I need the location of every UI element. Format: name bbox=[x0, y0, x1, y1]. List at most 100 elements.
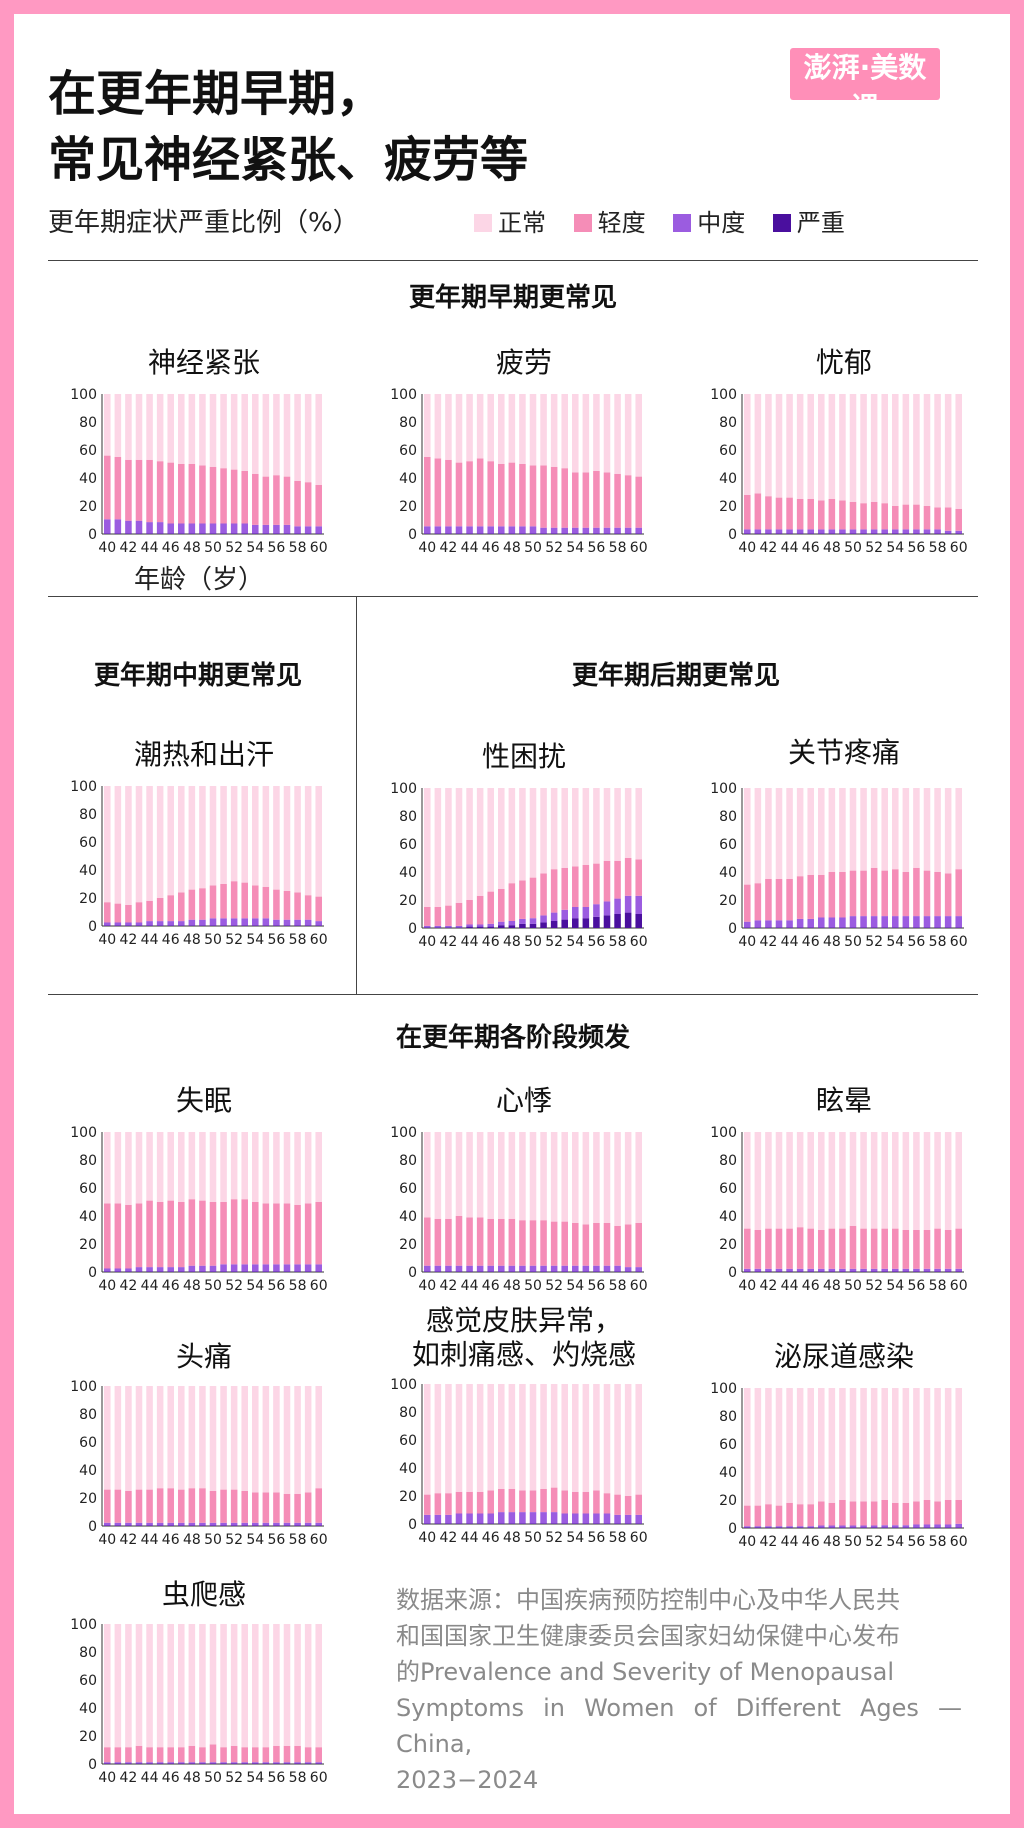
bar-mild bbox=[519, 1220, 526, 1266]
bar-mild bbox=[455, 1491, 463, 1514]
x-tick-label: 42 bbox=[120, 1770, 138, 1786]
bar-moderate bbox=[923, 1268, 931, 1272]
bar-mild bbox=[487, 1490, 494, 1514]
bar-mild bbox=[230, 1199, 238, 1265]
bar-mild bbox=[304, 1203, 312, 1265]
bar-normal bbox=[582, 788, 590, 865]
bar-moderate bbox=[828, 1268, 836, 1272]
bar-normal bbox=[849, 394, 857, 502]
bar-mild bbox=[807, 874, 814, 919]
bar-moderate bbox=[294, 919, 301, 926]
x-tick-label: 46 bbox=[482, 1278, 500, 1294]
bar-normal bbox=[445, 1132, 452, 1219]
legend-swatch bbox=[673, 214, 692, 232]
bar-normal bbox=[603, 394, 611, 473]
bar-moderate bbox=[775, 1268, 783, 1272]
bar-moderate bbox=[114, 1762, 122, 1764]
bar-severe bbox=[923, 927, 931, 928]
x-tick-label: 54 bbox=[886, 1534, 904, 1550]
x-tick-label: 60 bbox=[310, 540, 328, 556]
y-tick-label: 0 bbox=[408, 1517, 417, 1533]
bar-normal bbox=[550, 788, 558, 870]
bar-moderate bbox=[572, 907, 579, 919]
bar-normal bbox=[572, 394, 579, 473]
bar-normal bbox=[283, 1624, 291, 1746]
bar-moderate bbox=[529, 1512, 537, 1524]
bar-mild bbox=[754, 1505, 762, 1527]
bar-normal bbox=[582, 394, 590, 473]
x-tick-label: 54 bbox=[886, 1278, 904, 1294]
x-tick-label: 54 bbox=[886, 934, 904, 950]
bar-normal bbox=[593, 394, 600, 471]
bar-moderate bbox=[572, 1513, 579, 1524]
bar-moderate bbox=[487, 923, 494, 927]
bar-moderate bbox=[125, 520, 132, 534]
bar-normal bbox=[476, 788, 484, 896]
bar-moderate bbox=[849, 529, 857, 534]
y-tick-label: 80 bbox=[719, 1153, 737, 1169]
bar-mild bbox=[508, 1218, 516, 1266]
bar-moderate bbox=[614, 1265, 621, 1272]
bar-severe bbox=[529, 923, 537, 928]
bar-normal bbox=[839, 1132, 846, 1229]
bar-severe bbox=[445, 1271, 452, 1272]
bar-normal bbox=[807, 394, 814, 499]
bar-normal bbox=[455, 1132, 463, 1216]
bar-mild bbox=[934, 872, 941, 917]
infographic-card: 在更年期早期， 常见神经紧张、疲劳等 澎湃·美数课 THE PAPER 更年期症… bbox=[14, 14, 1010, 1814]
bar-normal bbox=[796, 394, 804, 499]
bar-normal bbox=[923, 1132, 931, 1230]
bar-mild bbox=[146, 1489, 153, 1523]
bar-moderate bbox=[294, 1522, 301, 1526]
x-tick-label: 46 bbox=[802, 1278, 820, 1294]
section-mid-title: 更年期中期更常见 bbox=[93, 661, 302, 691]
bar-mild bbox=[304, 1747, 312, 1763]
x-tick-label: 54 bbox=[246, 1278, 264, 1294]
bar-moderate bbox=[104, 922, 111, 926]
bar-normal bbox=[146, 1386, 153, 1490]
bar-mild bbox=[614, 860, 621, 899]
bar-severe bbox=[487, 1523, 494, 1524]
bar-moderate bbox=[944, 1268, 952, 1272]
bar-severe bbox=[582, 1523, 590, 1524]
bar-normal bbox=[849, 1388, 857, 1502]
bar-severe bbox=[424, 927, 431, 928]
bar-moderate bbox=[135, 922, 143, 926]
y-tick-label: 60 bbox=[79, 1181, 97, 1197]
bar-severe bbox=[146, 533, 153, 534]
bar-normal bbox=[199, 1386, 206, 1489]
bar-moderate bbox=[603, 1265, 611, 1272]
bar-mild bbox=[209, 1744, 217, 1763]
bar-moderate bbox=[262, 1762, 270, 1764]
bar-moderate bbox=[614, 898, 621, 914]
bar-severe bbox=[315, 1271, 322, 1272]
bar-mild bbox=[540, 1220, 547, 1266]
x-tick-label: 60 bbox=[310, 932, 328, 948]
bar-normal bbox=[220, 1132, 227, 1202]
bar-moderate bbox=[529, 1265, 537, 1272]
x-tick-label: 52 bbox=[225, 1278, 243, 1294]
bar-moderate bbox=[955, 530, 962, 534]
bar-moderate bbox=[519, 1512, 526, 1524]
bar-moderate bbox=[550, 527, 558, 534]
bar-mild bbox=[786, 879, 793, 921]
bar-mild bbox=[754, 1230, 762, 1269]
bar-severe bbox=[508, 1271, 516, 1272]
bar-moderate bbox=[892, 1525, 899, 1528]
bar-normal bbox=[125, 1386, 132, 1491]
y-tick-label: 100 bbox=[390, 1377, 417, 1393]
bar-severe bbox=[572, 1523, 579, 1524]
bar-normal bbox=[765, 788, 772, 879]
x-tick-label: 48 bbox=[823, 540, 841, 556]
x-tick-label: 46 bbox=[162, 1532, 180, 1548]
bar-mild bbox=[765, 496, 772, 530]
bar-mild bbox=[744, 494, 751, 530]
bar-normal bbox=[135, 1386, 143, 1490]
bar-severe bbox=[550, 921, 558, 928]
bar-moderate bbox=[529, 526, 537, 534]
bar-normal bbox=[796, 1132, 804, 1228]
bar-severe bbox=[614, 914, 621, 928]
bar-severe bbox=[188, 925, 196, 926]
